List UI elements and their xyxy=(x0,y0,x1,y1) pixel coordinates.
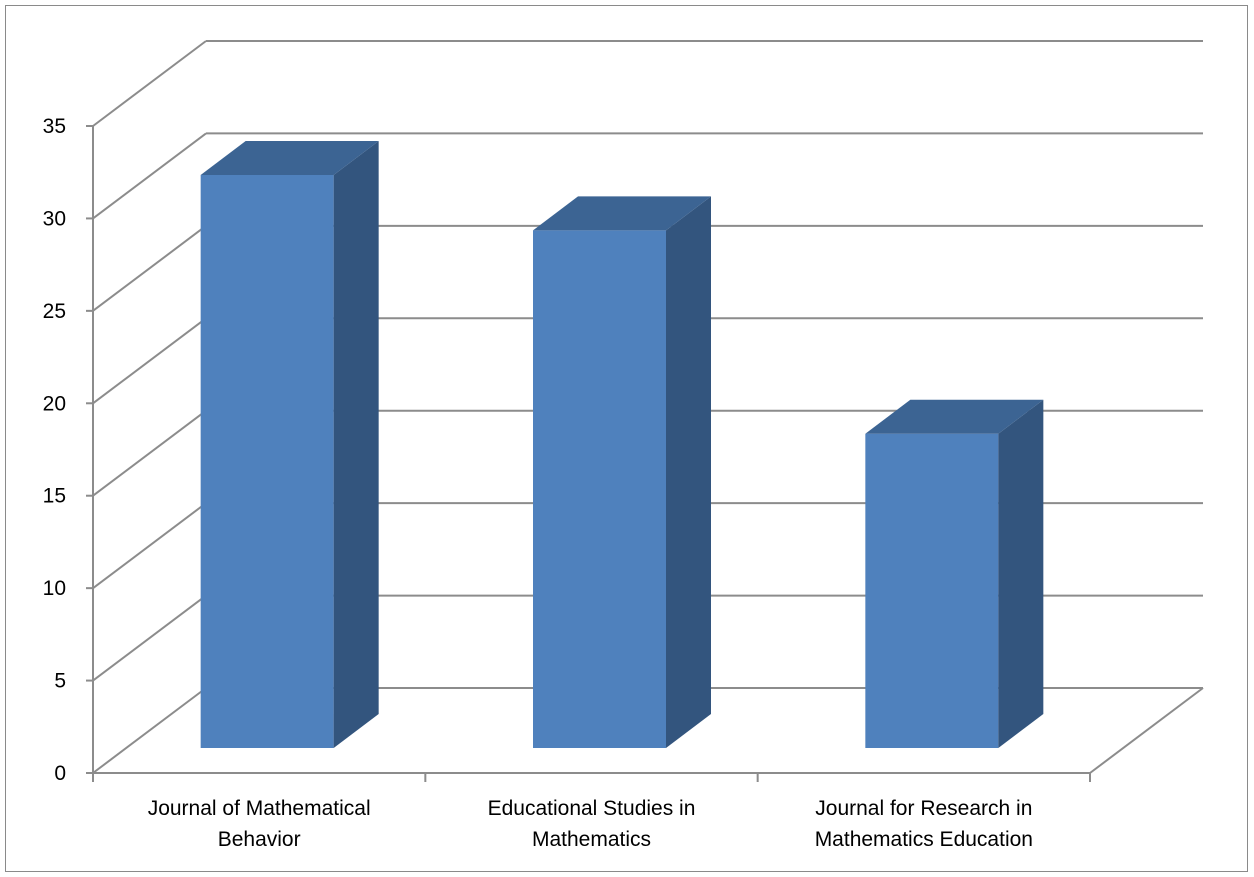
x-category-label-line: Mathematics Education xyxy=(815,828,1033,851)
x-category-label-line: Educational Studies in xyxy=(488,797,696,820)
bars xyxy=(200,140,1044,748)
bar-front-face xyxy=(865,433,999,748)
bar-top-face xyxy=(200,140,379,175)
y-tick-label: 20 xyxy=(43,392,66,415)
bar-top-face xyxy=(533,196,711,231)
gridline-side-5 xyxy=(92,594,207,682)
bar-side-face xyxy=(333,140,379,748)
bar-front-face xyxy=(200,174,334,748)
x-axis-category-labels: Journal of Mathematical Behavior Education… xyxy=(148,797,1033,851)
x-category-label-line: Journal of Mathematical xyxy=(148,797,371,820)
bar-2 xyxy=(865,399,1044,748)
gridline-side-15 xyxy=(92,409,207,497)
y-tick-label: 10 xyxy=(43,577,66,600)
bar-0 xyxy=(200,140,379,748)
y-tick-label: 5 xyxy=(54,670,66,693)
x-category-label-line: Behavior xyxy=(218,828,301,851)
gridline-side-0 xyxy=(92,687,207,774)
x-category-label: Journal of Mathematical Behavior xyxy=(148,797,371,851)
bar-side-face xyxy=(998,399,1044,748)
bar-1 xyxy=(533,196,711,748)
x-category-label-line: Mathematics xyxy=(532,828,651,851)
y-axis-tick-labels: 0 5 10 15 20 25 30 35 xyxy=(43,115,66,785)
y-tick-label: 25 xyxy=(43,300,66,323)
y-tick-label: 0 xyxy=(54,762,66,785)
bar-front-face xyxy=(533,230,666,748)
bar-side-face xyxy=(666,196,711,748)
floor-right-edge xyxy=(1089,687,1204,774)
gridline-side-35 xyxy=(92,40,207,127)
gridline-side-10 xyxy=(92,502,207,589)
gridline-side-25 xyxy=(92,225,207,312)
gridline-side-20 xyxy=(92,317,207,405)
x-category-label: Journal for Research in Mathematics Educa… xyxy=(815,797,1033,851)
bar-top-face xyxy=(865,399,1044,434)
y-tick-label: 30 xyxy=(43,207,66,230)
y-tick-label: 15 xyxy=(43,485,66,508)
y-tick-label: 35 xyxy=(43,115,66,138)
gridline-side-30 xyxy=(92,132,207,220)
x-category-label: Educational Studies in Mathematics xyxy=(488,797,696,851)
x-category-label-line: Journal for Research in xyxy=(815,797,1032,820)
